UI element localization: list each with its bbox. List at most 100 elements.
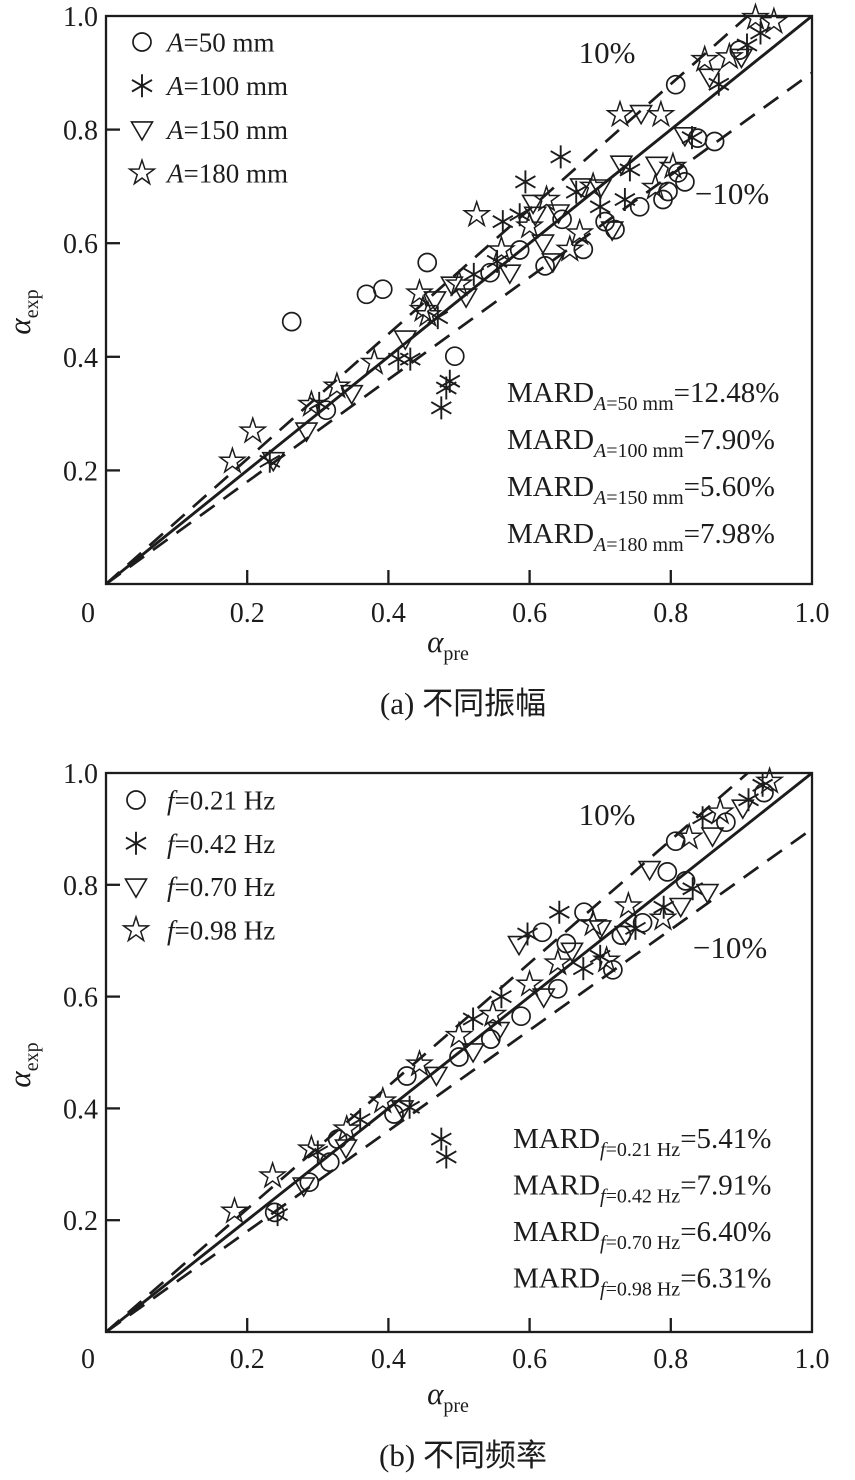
marker-triangle (424, 1066, 449, 1087)
x-tick-label: 0.6 (512, 1344, 547, 1375)
x-tick-label: 0.6 (512, 598, 547, 629)
marker-asterisk (565, 180, 587, 204)
x-tick-label: 1.0 (795, 598, 830, 629)
marker-triangle (697, 68, 722, 89)
marker-asterisk (492, 210, 514, 234)
y-tick-label: 0.4 (63, 1094, 98, 1125)
legend-item: f=0.21 Hz (126, 786, 275, 816)
x-tick-label: 1.0 (795, 1344, 830, 1375)
marker-circle (532, 922, 553, 943)
marker-circle (665, 831, 686, 852)
plot-frame (104, 771, 814, 1334)
marker-star (127, 157, 157, 186)
marker-star (714, 41, 745, 70)
marker-circle (372, 279, 393, 300)
marker-star (759, 6, 789, 35)
x-tick-label: 0 (81, 1344, 95, 1375)
marker-asterisk (692, 806, 714, 830)
y-tick-label: 0.8 (63, 116, 98, 147)
marker-asterisk (514, 170, 536, 194)
y-tick-label: 1.0 (63, 759, 98, 790)
marker-circle (396, 1066, 417, 1086)
marker-triangle (569, 178, 593, 199)
x-tick-label: 0.8 (653, 598, 688, 629)
legend-label: A=50 mm (165, 28, 274, 58)
marker-triangle (673, 127, 697, 148)
marker-asterisk (430, 396, 452, 420)
series-asterisk (267, 773, 774, 1227)
marker-circle (552, 209, 572, 230)
legend-item: A=100 mm (131, 71, 288, 101)
marker-star (404, 1048, 435, 1077)
legend-label: f=0.98 Hz (167, 915, 275, 945)
marker-star (121, 914, 151, 943)
plus10-label-b: 10% (579, 797, 636, 832)
marker-asterisk (125, 831, 147, 855)
mard-line: MARDA=150 mm=5.60% (507, 471, 775, 509)
y-tick-label: 0.8 (63, 871, 98, 902)
marker-star (478, 999, 508, 1027)
marker-star (705, 796, 735, 825)
y-tick-label: 0.4 (63, 343, 98, 374)
marker-star (462, 199, 492, 228)
marker-triangle (629, 104, 653, 126)
marker-star (444, 268, 474, 297)
marker-triangle (124, 878, 148, 899)
y-tick-label: 0.6 (63, 229, 98, 260)
marker-triangle (294, 422, 319, 443)
marker-circle (319, 1152, 340, 1172)
marker-star (408, 294, 438, 323)
marker-star (674, 821, 704, 850)
marker-asterisk (517, 922, 538, 946)
caption-b: (b) 不同频率 (379, 1438, 547, 1473)
marker-circle (665, 74, 686, 95)
series-circle (281, 40, 750, 421)
y-axis-label-a: αexp (2, 289, 43, 334)
marker-triangle (546, 204, 571, 225)
marker-star (605, 99, 635, 128)
legend-label: A=150 mm (165, 115, 288, 145)
marker-star (332, 1113, 362, 1142)
plus10-label-a: 10% (579, 35, 636, 70)
marker-star (514, 210, 545, 239)
marker-star (578, 170, 608, 199)
marker-circle (480, 262, 500, 283)
marker-star (368, 1085, 398, 1114)
marker-asterisk (131, 74, 153, 98)
marker-triangle (130, 121, 154, 142)
marker-star (754, 765, 785, 794)
marker-star (543, 947, 573, 976)
marker-asterisk (490, 985, 512, 1009)
marker-star (296, 1133, 327, 1162)
marker-star (514, 968, 545, 997)
marker-star (486, 234, 517, 263)
marker-triangle (440, 276, 464, 297)
marker-circle (327, 1129, 348, 1149)
marker-triangle (541, 253, 565, 274)
marker-star (591, 944, 622, 973)
marker-triangle (390, 1100, 415, 1121)
marker-asterisk (435, 1145, 457, 1169)
marker-asterisk (430, 1127, 452, 1151)
marker-circle (449, 1047, 469, 1067)
marker-circle (675, 871, 696, 891)
marker-circle (657, 862, 678, 882)
legend-item: A=150 mm (130, 115, 288, 145)
marker-triangle (588, 179, 613, 200)
marker-triangle (729, 48, 754, 69)
marker-circle (658, 181, 678, 202)
marker-star (413, 299, 443, 328)
marker-asterisk (462, 1007, 484, 1031)
minus10-label-a: −10% (695, 176, 769, 211)
y-tick-label: 0.2 (63, 1206, 98, 1237)
legend-item: f=0.42 Hz (125, 829, 275, 859)
marker-star (219, 1195, 250, 1224)
marker-circle (281, 311, 302, 332)
y-tick-label: 0.6 (63, 983, 98, 1014)
mard-line: MARDA=100 mm=7.90% (507, 424, 775, 462)
legend-label: f=0.42 Hz (167, 829, 275, 859)
marker-star (404, 277, 435, 306)
mard-line: MARDf=0.21 Hz=5.41% (513, 1123, 771, 1161)
minus10-line (105, 71, 813, 586)
marker-triangle (531, 234, 555, 255)
